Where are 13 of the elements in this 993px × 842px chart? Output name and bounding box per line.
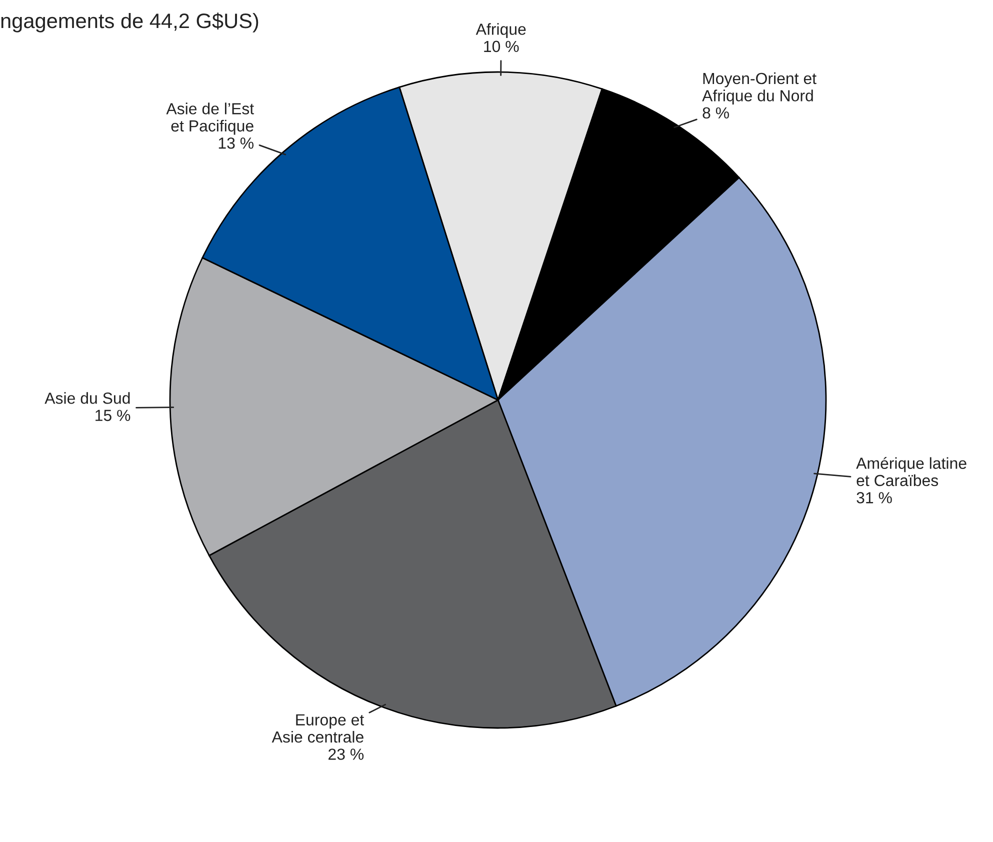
slice-label: Amérique latine et Caraïbes xyxy=(856,457,966,486)
data-label: 31 % xyxy=(856,492,892,504)
slice-label: Asie du Sud xyxy=(44,392,130,404)
data-label: 8 % xyxy=(702,107,729,119)
chart-title: ngagements de 44,2 G$US) xyxy=(1,12,258,32)
data-label: 13 % xyxy=(218,137,254,149)
slice-label: Afrique xyxy=(476,23,526,38)
slice-label: Europe et Asie centrale xyxy=(272,714,364,743)
data-label: 23 % xyxy=(328,748,364,760)
data-label: 10 % xyxy=(484,40,519,52)
slice-label: Asie de l’Est et Pacifique xyxy=(166,102,254,135)
slice-label: Moyen-Orient et Afrique du Nord xyxy=(702,72,816,105)
data-label: 15 % xyxy=(96,410,130,422)
